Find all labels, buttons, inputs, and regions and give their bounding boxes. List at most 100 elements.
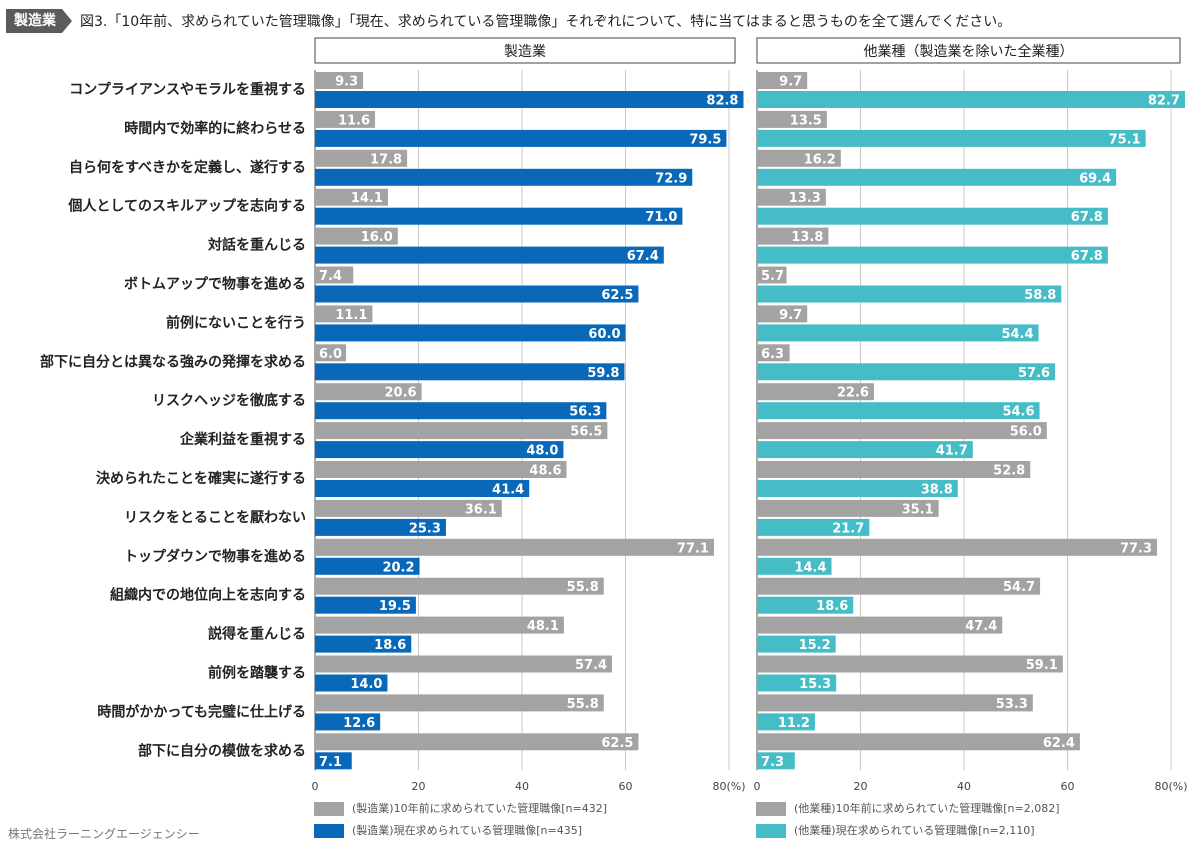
bar-value-label: 6.0	[319, 347, 342, 362]
bar-value-label: 67.8	[1071, 210, 1103, 225]
x-tick-label: 20	[412, 780, 426, 793]
bar-past	[757, 72, 808, 89]
bar-value-label: 13.5	[790, 113, 822, 128]
x-tick-label: 0	[754, 780, 761, 793]
legend-label: (他業種)現在求められている管理職像[n=2,110]	[794, 824, 1035, 837]
bar-value-label: 41.7	[936, 444, 968, 459]
legend-label: (製造業)現在求められている管理職像[n=435]	[352, 824, 583, 837]
category-label: トップダウンで物事を進める	[124, 548, 306, 565]
bar-past	[757, 577, 1041, 595]
panel-title-box	[756, 37, 1181, 64]
bar-value-label: 21.7	[832, 521, 864, 536]
legend-swatch-past	[756, 802, 786, 816]
bar-value-label: 71.0	[645, 210, 677, 225]
bar-value-label: 59.1	[1026, 658, 1058, 673]
bar-now	[757, 441, 973, 459]
x-tick-label: 40	[515, 780, 529, 793]
category-label: リスクをとることを厭わない	[124, 509, 306, 526]
bar-now	[315, 518, 446, 536]
bar-value-label: 14.0	[350, 677, 382, 692]
bar-value-label: 11.6	[338, 113, 370, 128]
bar-value-label: 54.6	[1002, 405, 1034, 420]
x-tick-label: 60	[619, 780, 633, 793]
bar-past	[757, 188, 826, 206]
bar-value-label: 67.4	[627, 249, 659, 264]
bar-past	[757, 344, 790, 362]
category-label: 部下に自分とは異なる強みの発揮を求める	[40, 353, 306, 370]
bar-now	[757, 285, 1062, 303]
bar-value-label: 35.1	[902, 502, 934, 517]
bar-past	[757, 538, 1158, 556]
bar-past	[315, 149, 408, 167]
bar-value-label: 48.1	[527, 619, 559, 634]
bar-value-label: 13.3	[789, 191, 821, 206]
bar-value-label: 47.4	[965, 619, 997, 634]
bar-past	[315, 461, 567, 478]
bar-value-label: 54.7	[1003, 580, 1035, 595]
bar-past	[315, 538, 714, 556]
bar-past	[315, 72, 364, 89]
category-label: 前例を踏襲する	[208, 665, 306, 682]
bar-past	[315, 344, 347, 362]
bar-value-label: 12.6	[343, 716, 375, 731]
legend-item: (他業種)現在求められている管理職像[n=2,110]	[756, 820, 1060, 842]
category-label: 決められたことを確実に遂行する	[96, 470, 306, 487]
category-label: 時間がかかっても完璧に仕上げる	[97, 703, 306, 720]
bar-value-label: 82.8	[706, 94, 738, 109]
bar-now	[757, 518, 870, 536]
category-label: ボトムアップで物事を進める	[124, 276, 306, 293]
bar-value-label: 55.8	[567, 697, 599, 712]
figure-title: 図3.「10年前、求められていた管理職像」「現在、求められている管理職像」それぞ…	[80, 14, 1012, 30]
bar-now	[757, 91, 1185, 108]
bar-now	[315, 168, 693, 186]
bar-value-label: 6.3	[761, 347, 784, 362]
bar-past	[757, 499, 939, 517]
bar-now	[757, 713, 815, 731]
x-tick-label: 0	[312, 780, 319, 793]
bar-value-label: 15.2	[799, 638, 831, 653]
bar-value-label: 62.5	[601, 736, 633, 751]
bar-past	[315, 188, 388, 206]
bar-now	[315, 207, 683, 225]
x-tick-label: 80(%)	[712, 780, 745, 793]
bar-now	[757, 246, 1108, 264]
bar-past	[757, 616, 1003, 634]
x-tick-label: 80(%)	[1154, 780, 1187, 793]
bar-value-label: 5.7	[761, 269, 784, 284]
bar-value-label: 9.3	[335, 75, 358, 90]
bar-value-label: 75.1	[1109, 132, 1141, 147]
legend-swatch-now	[314, 824, 344, 838]
category-label: コンプライアンスやモラルを重視する	[69, 81, 306, 98]
bar-past	[315, 227, 398, 245]
legend-item: (製造業)10年前に求められていた管理職像[n=432]	[314, 798, 607, 820]
legend-item: (他業種)10年前に求められていた管理職像[n=2,082]	[756, 798, 1060, 820]
industry-badge: 製造業	[6, 9, 72, 33]
bar-now	[315, 246, 664, 264]
bar-now	[315, 596, 416, 614]
panel-title: 製造業	[504, 44, 546, 60]
bar-value-label: 69.4	[1079, 171, 1111, 186]
legend-swatch-now	[756, 824, 786, 838]
bar-past	[315, 305, 373, 323]
category-label: 組織内での地位向上を志向する	[110, 587, 306, 604]
bar-now	[315, 635, 412, 653]
category-label: 前例にないことを行う	[166, 314, 306, 331]
bar-value-label: 11.1	[335, 308, 367, 323]
bar-value-label: 41.4	[492, 483, 524, 498]
bar-value-label: 55.8	[567, 580, 599, 595]
bar-past	[315, 733, 639, 751]
bar-value-label: 7.4	[319, 269, 342, 284]
bar-now	[315, 713, 381, 731]
bar-past	[315, 577, 604, 595]
bar-value-label: 62.5	[601, 288, 633, 303]
bar-value-label: 77.1	[677, 541, 709, 556]
category-label: 企業利益を重視する	[179, 431, 306, 448]
bar-now	[757, 402, 1040, 420]
bar-value-label: 9.7	[779, 75, 802, 90]
bar-value-label: 7.3	[761, 755, 784, 770]
bar-now	[757, 207, 1108, 225]
bar-value-label: 56.3	[569, 405, 601, 420]
bar-now	[757, 363, 1056, 381]
bar-value-label: 20.6	[385, 386, 417, 401]
bar-value-label: 57.6	[1018, 366, 1050, 381]
